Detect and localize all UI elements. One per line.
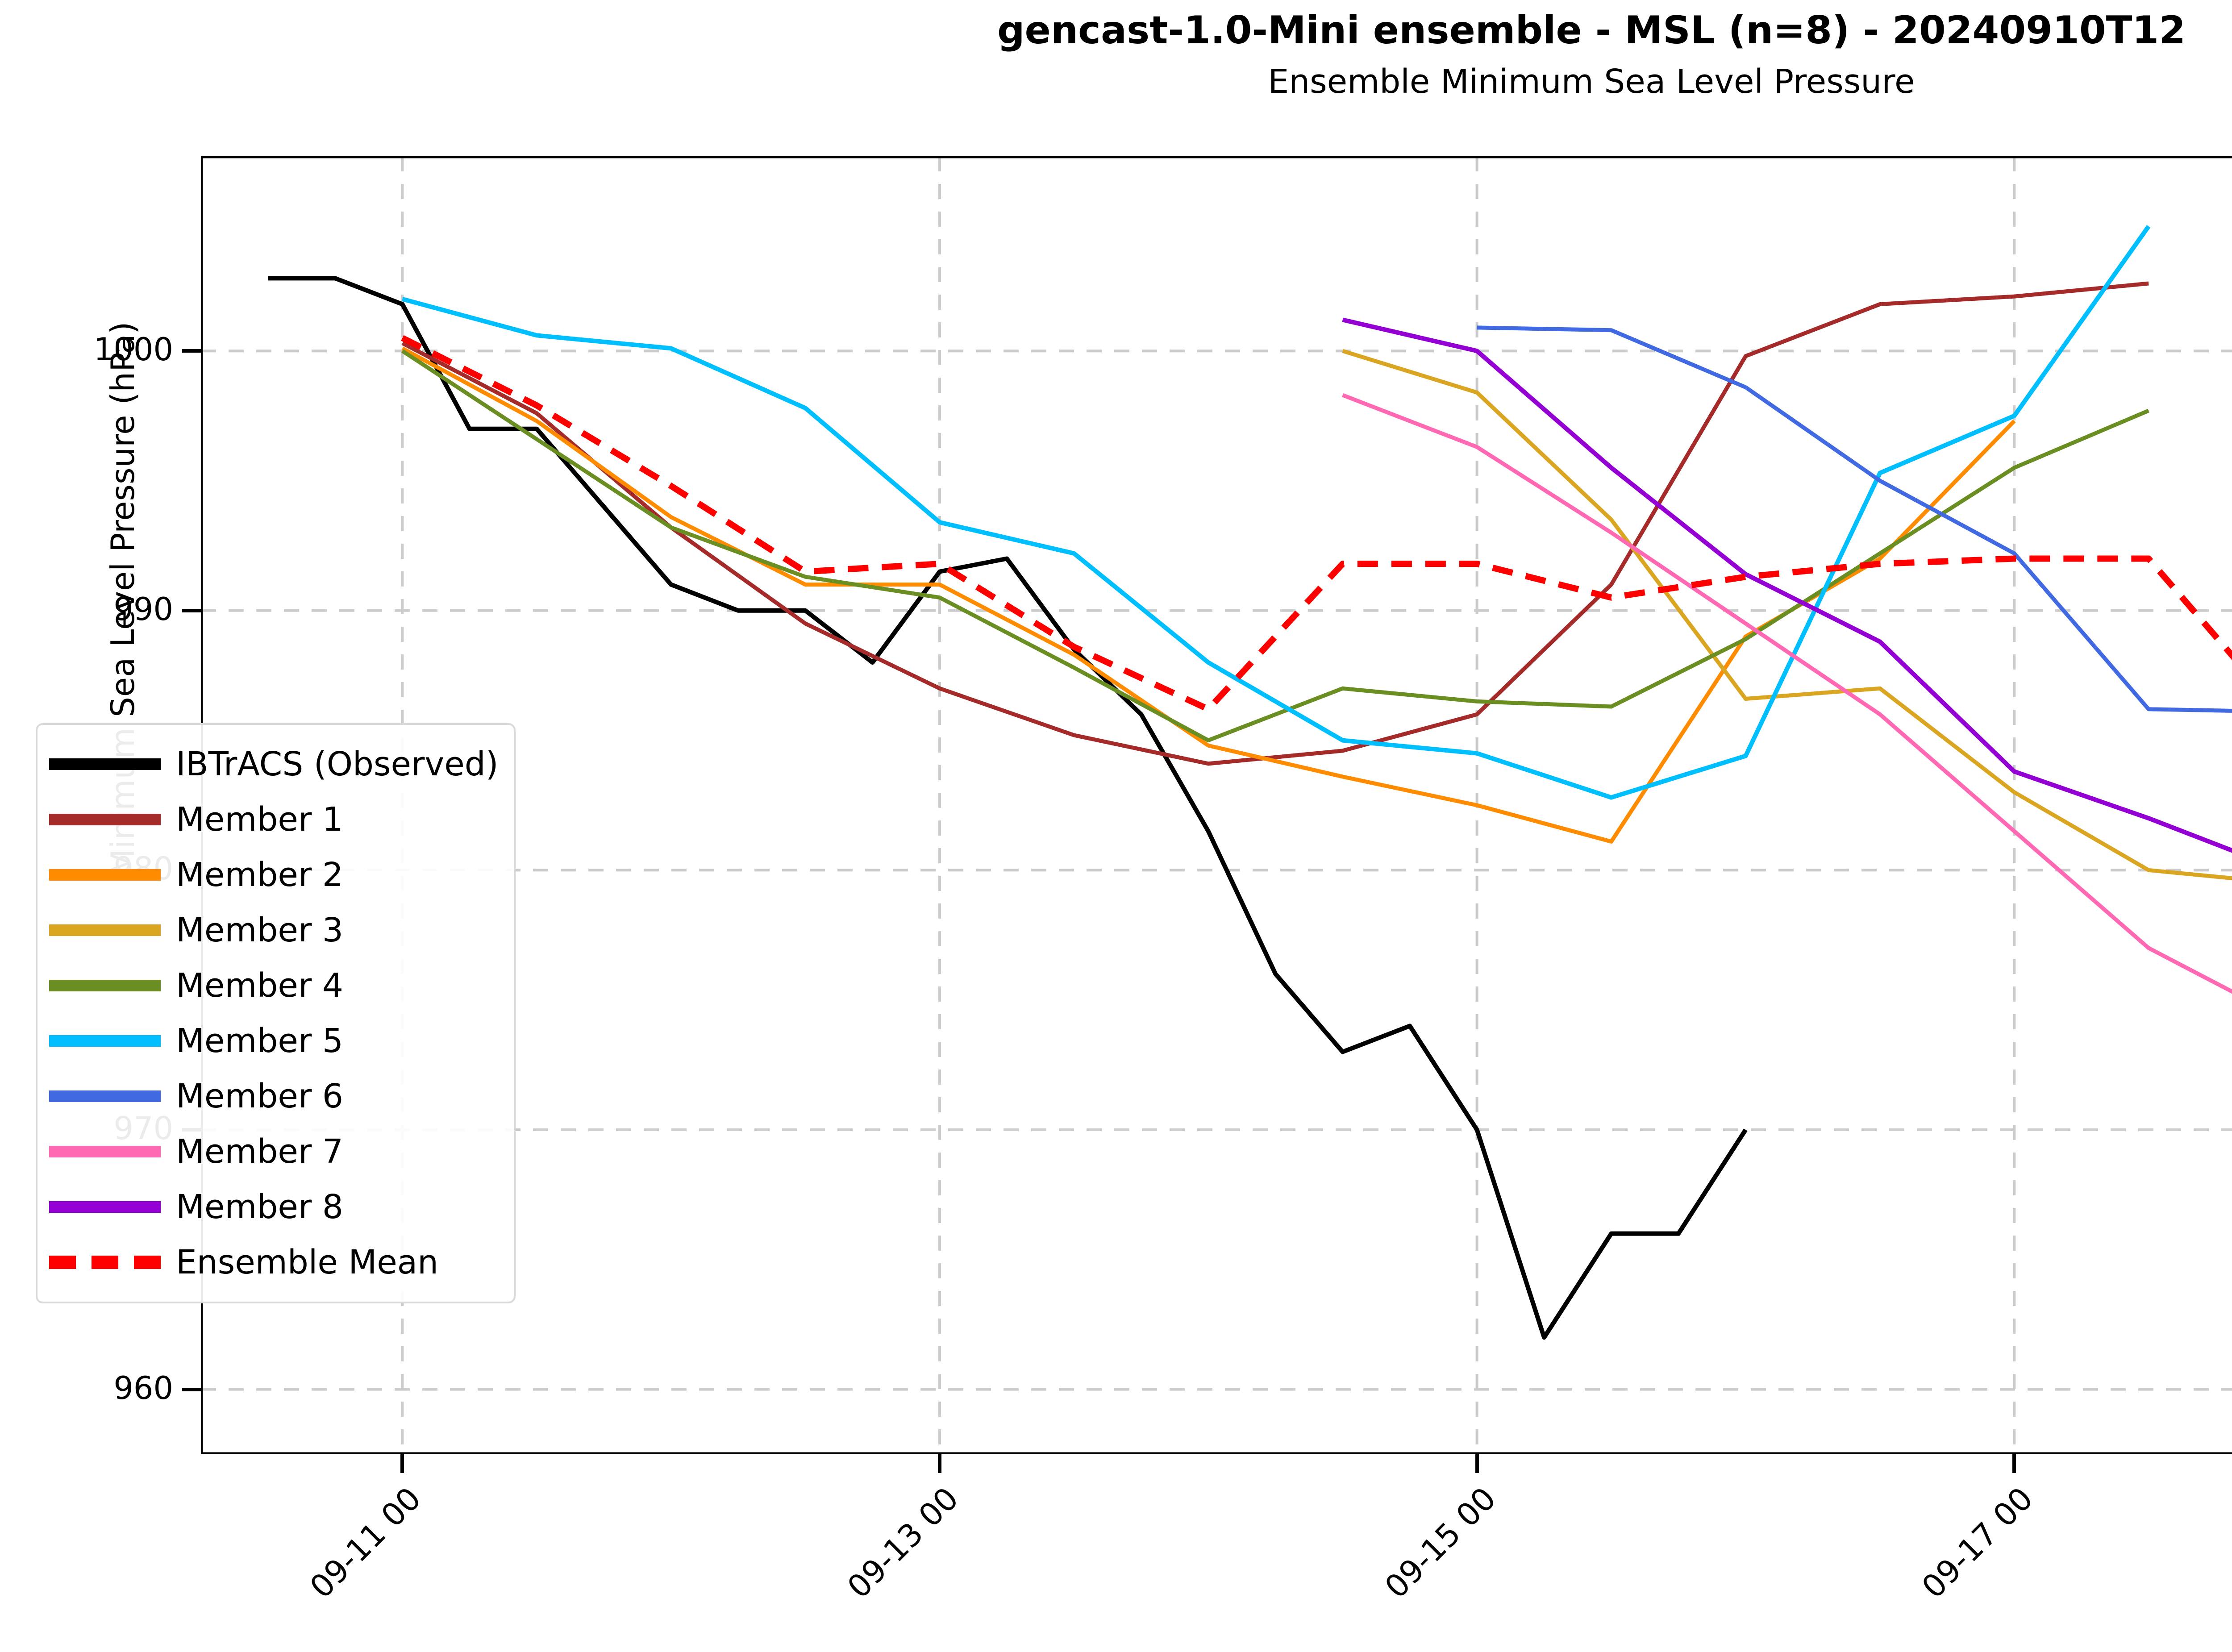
legend-item[interactable]: Member 5 bbox=[49, 1013, 499, 1069]
y-tick-mark bbox=[182, 608, 201, 612]
x-tick-label: 09-15 00 bbox=[1378, 1480, 1503, 1606]
x-tick-mark bbox=[400, 1454, 404, 1473]
legend-item-label: Member 3 bbox=[176, 911, 343, 949]
series-line-member-2 bbox=[401, 346, 2016, 844]
legend-item[interactable]: Member 3 bbox=[49, 903, 499, 958]
series-line-member-6 bbox=[1477, 325, 2232, 713]
series-line-member-7 bbox=[1342, 393, 2232, 994]
x-tick-label: 09-13 00 bbox=[840, 1480, 966, 1606]
legend-swatch-icon bbox=[49, 1256, 161, 1269]
legend-item[interactable]: Member 7 bbox=[49, 1124, 499, 1179]
legend-item-label: Member 8 bbox=[176, 1188, 343, 1226]
chart-subtitle: Ensemble Minimum Sea Level Pressure bbox=[1268, 62, 1915, 101]
legend-item-label: Member 2 bbox=[176, 856, 343, 894]
x-tick-mark bbox=[2012, 1454, 2016, 1473]
y-tick-label: 960 bbox=[113, 1369, 173, 1406]
y-tick-mark bbox=[182, 349, 201, 353]
x-tick-mark bbox=[938, 1454, 941, 1473]
legend-swatch-icon bbox=[49, 980, 161, 991]
legend-item[interactable]: Member 1 bbox=[49, 792, 499, 847]
x-tick-label: 09-17 00 bbox=[1915, 1480, 2040, 1606]
series-line-ibtracs-observed bbox=[268, 276, 1748, 1340]
legend-item[interactable]: IBTrACS (Observed) bbox=[49, 737, 499, 792]
series-line-member-1 bbox=[401, 281, 2149, 766]
legend-swatch-icon bbox=[49, 924, 161, 936]
legend-item-label: Member 7 bbox=[176, 1132, 343, 1171]
legend-item[interactable]: Ensemble Mean bbox=[49, 1235, 499, 1290]
legend-item-label: Ensemble Mean bbox=[176, 1243, 439, 1282]
legend-item-label: Member 4 bbox=[176, 966, 343, 1005]
series-line-member-4 bbox=[401, 349, 2149, 743]
series-line-ensemble-mean bbox=[401, 335, 2232, 712]
legend-swatch-icon bbox=[49, 1090, 161, 1102]
chart-legend: IBTrACS (Observed) Member 1 Member 2 Member… bbox=[36, 723, 516, 1303]
series-line-member-8 bbox=[1342, 317, 2232, 853]
legend-swatch-icon bbox=[49, 1035, 161, 1047]
y-tick-mark bbox=[182, 1387, 201, 1391]
series-line-member-3 bbox=[1342, 349, 2232, 880]
legend-item[interactable]: Member 8 bbox=[49, 1179, 499, 1235]
legend-swatch-icon bbox=[49, 869, 161, 881]
data-series-layer bbox=[268, 225, 2232, 1340]
legend-swatch-icon bbox=[49, 758, 161, 770]
legend-swatch-icon bbox=[49, 1146, 161, 1157]
legend-item-label: Member 6 bbox=[176, 1077, 343, 1115]
chart-title: gencast-1.0-Mini ensemble - MSL (n=8) - … bbox=[997, 8, 2186, 53]
legend-swatch-icon bbox=[49, 814, 161, 825]
plot-area bbox=[201, 156, 2232, 1454]
x-tick-label: 09-11 00 bbox=[303, 1480, 429, 1606]
y-tick-label: 990 bbox=[113, 591, 173, 628]
legend-item-label: IBTrACS (Observed) bbox=[176, 745, 499, 783]
series-line-member-5 bbox=[402, 225, 2151, 800]
y-tick-label: 1000 bbox=[93, 331, 173, 368]
legend-item[interactable]: Member 2 bbox=[49, 847, 499, 903]
legend-item[interactable]: Member 4 bbox=[49, 958, 499, 1013]
legend-item-label: Member 5 bbox=[176, 1022, 343, 1060]
x-tick-mark bbox=[1475, 1454, 1479, 1473]
chart-plot-svg bbox=[201, 156, 2232, 1454]
legend-item-label: Member 1 bbox=[176, 800, 343, 839]
legend-item[interactable]: Member 6 bbox=[49, 1069, 499, 1124]
legend-swatch-icon bbox=[49, 1201, 161, 1213]
